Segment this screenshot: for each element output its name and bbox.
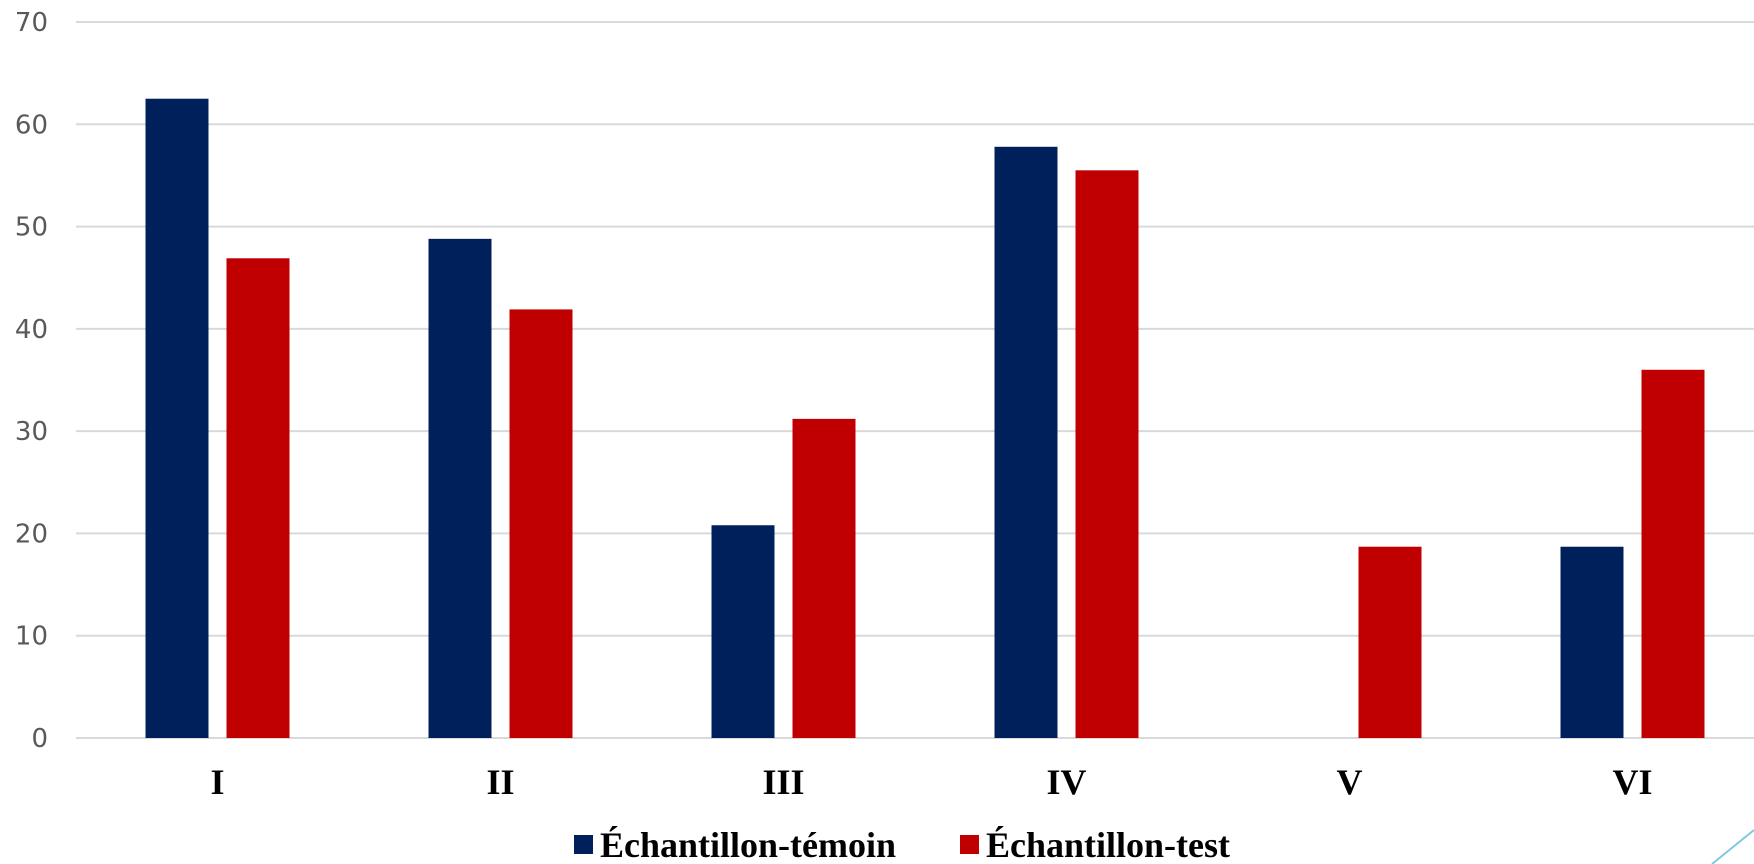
bar-test-III	[792, 418, 856, 738]
bar-temoin-IV	[994, 146, 1058, 738]
x-tick-label: II	[486, 762, 514, 802]
x-tick-label: VI	[1612, 762, 1652, 802]
bar-temoin-VI	[1560, 546, 1624, 738]
bar-test-V	[1358, 546, 1422, 738]
legend-label: Échantillon-test	[986, 825, 1230, 864]
bar-temoin-II	[428, 238, 492, 739]
y-tick-label: 30	[15, 417, 48, 447]
y-tick-label: 20	[15, 519, 48, 549]
bar-test-II	[509, 309, 573, 738]
legend-label: Échantillon-témoin	[600, 825, 896, 864]
bar-test-VI	[1641, 369, 1705, 738]
legend: Échantillon-témoin Échantillon-test	[574, 825, 1230, 864]
bar-temoin-III	[711, 525, 775, 738]
y-tick-label: 40	[15, 315, 48, 345]
y-tick-label: 60	[15, 110, 48, 140]
y-axis-tick-labels: 0 10 20 30 40 50 60 70	[15, 8, 48, 754]
legend-swatch	[960, 835, 979, 854]
bar-test-IV	[1075, 170, 1139, 739]
y-tick-label: 0	[31, 724, 48, 754]
bar-temoin-I	[145, 98, 209, 738]
x-tick-label: I	[210, 762, 224, 802]
bars	[145, 98, 1705, 739]
y-tick-label: 70	[15, 8, 48, 38]
bar-test-I	[226, 258, 290, 738]
corner-decoration-line	[1711, 829, 1754, 864]
y-tick-label: 10	[15, 622, 48, 652]
x-axis-tick-labels: I II III IV V VI	[210, 762, 1652, 802]
legend-swatch	[574, 835, 593, 854]
y-tick-label: 50	[15, 213, 48, 243]
x-tick-label: IV	[1046, 762, 1086, 802]
x-tick-label: V	[1337, 762, 1363, 802]
gridlines	[76, 21, 1754, 739]
x-tick-label: III	[762, 762, 804, 802]
